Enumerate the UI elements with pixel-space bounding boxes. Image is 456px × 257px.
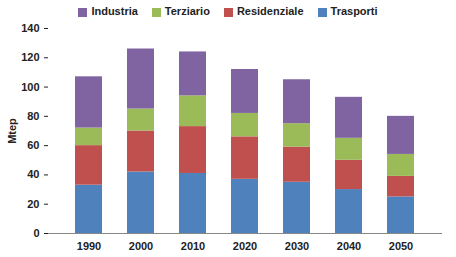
html-text:Trasporti: Trasporti — [330, 5, 378, 17]
svg-text:140: 140 — [21, 22, 39, 34]
svg-text:2000: 2000 — [129, 240, 153, 252]
svg-text:60: 60 — [27, 139, 39, 151]
svg-text:2040: 2040 — [337, 240, 361, 252]
html-text:Residenziale: Residenziale — [236, 5, 304, 17]
svg-text:2030: 2030 — [285, 240, 309, 252]
svg-text:Mtep: Mtep — [6, 118, 18, 144]
html-text:Industria: Industria — [91, 5, 138, 17]
svg-text:40: 40 — [27, 168, 39, 180]
svg-text:1990: 1990 — [77, 240, 101, 252]
svg-text:80: 80 — [27, 110, 39, 122]
svg-text:2010: 2010 — [181, 240, 205, 252]
svg-text:2020: 2020 — [233, 240, 257, 252]
svg-text:20: 20 — [27, 198, 39, 210]
html-text:Terziario: Terziario — [164, 5, 210, 17]
svg-text:120: 120 — [21, 51, 39, 63]
svg-text:100: 100 — [21, 81, 39, 93]
svg-text:0: 0 — [33, 227, 39, 239]
svg-text:2050: 2050 — [389, 240, 413, 252]
